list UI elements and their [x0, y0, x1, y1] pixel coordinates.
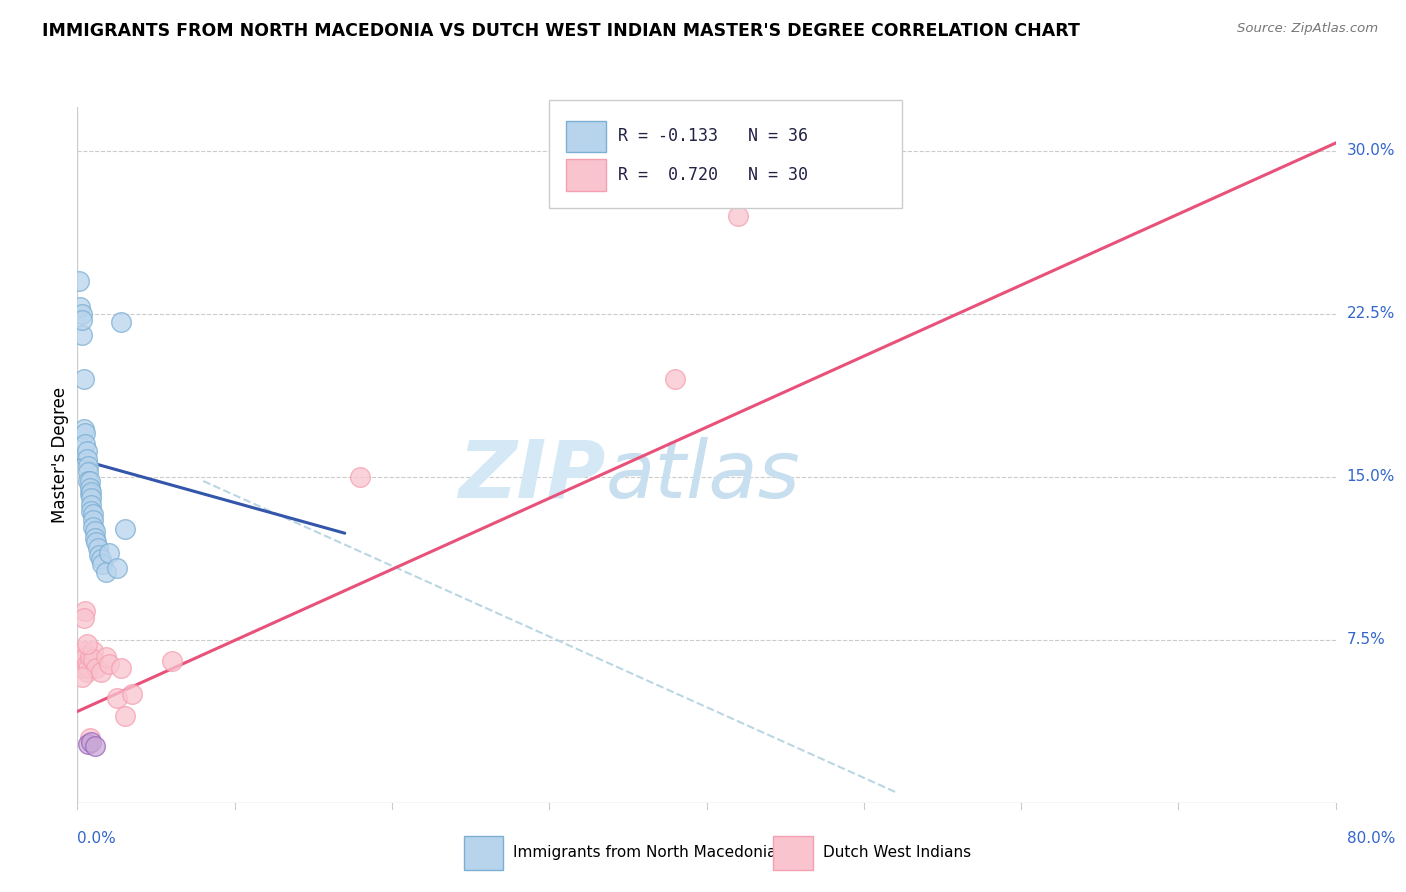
Point	[105, 561, 128, 575]
Point	[77, 737, 100, 751]
Point	[67, 274, 90, 288]
Point	[114, 708, 136, 723]
Point	[70, 670, 93, 684]
Point	[79, 481, 101, 495]
Text: Source: ZipAtlas.com: Source: ZipAtlas.com	[1237, 22, 1378, 36]
Text: Dutch West Indians: Dutch West Indians	[823, 846, 970, 860]
Point	[97, 657, 120, 671]
Text: R =  0.720   N = 30: R = 0.720 N = 30	[619, 166, 808, 184]
Point	[87, 541, 110, 556]
Text: 22.5%: 22.5%	[1347, 306, 1395, 321]
Point	[72, 652, 94, 666]
Point	[70, 328, 93, 343]
Point	[83, 739, 105, 754]
Text: 15.0%: 15.0%	[1347, 469, 1395, 484]
Point	[72, 643, 94, 657]
Text: 80.0%: 80.0%	[1347, 830, 1395, 846]
Point	[76, 443, 98, 458]
Point	[75, 426, 97, 441]
Point	[90, 665, 112, 680]
Point	[76, 657, 98, 671]
Point	[77, 661, 100, 675]
Point	[75, 437, 97, 451]
Point	[79, 731, 101, 745]
Point	[82, 519, 104, 533]
Point	[75, 661, 97, 675]
Text: atlas: atlas	[606, 437, 800, 515]
Point	[94, 566, 117, 580]
Point	[349, 469, 371, 483]
Point	[160, 655, 183, 669]
Point	[83, 524, 105, 538]
FancyBboxPatch shape	[565, 121, 606, 153]
Point	[76, 452, 98, 467]
Point	[77, 466, 100, 480]
Point	[72, 611, 94, 625]
Point	[121, 687, 143, 701]
Point	[80, 491, 103, 506]
Point	[83, 531, 105, 545]
Point	[94, 650, 117, 665]
Point	[82, 507, 104, 521]
Text: IMMIGRANTS FROM NORTH MACEDONIA VS DUTCH WEST INDIAN MASTER'S DEGREE CORRELATION: IMMIGRANTS FROM NORTH MACEDONIA VS DUTCH…	[42, 22, 1080, 40]
Point	[79, 474, 101, 488]
Text: 0.0%: 0.0%	[77, 830, 117, 846]
Point	[77, 474, 100, 488]
Text: 30.0%: 30.0%	[1347, 143, 1395, 158]
Point	[76, 665, 98, 680]
Point	[114, 522, 136, 536]
Point	[76, 637, 98, 651]
Point	[80, 484, 103, 499]
Point	[77, 458, 100, 473]
Point	[91, 557, 114, 571]
FancyBboxPatch shape	[550, 100, 901, 208]
Point	[110, 315, 132, 329]
Text: ZIP: ZIP	[458, 437, 606, 515]
Point	[70, 313, 93, 327]
Point	[72, 372, 94, 386]
Point	[727, 209, 749, 223]
Point	[70, 661, 93, 675]
Point	[82, 513, 104, 527]
Point	[89, 548, 111, 562]
Point	[105, 691, 128, 706]
Point	[80, 498, 103, 512]
Point	[80, 504, 103, 518]
Point	[90, 552, 112, 566]
Point	[80, 735, 103, 749]
Point	[82, 643, 104, 657]
Point	[664, 372, 686, 386]
Text: Immigrants from North Macedonia: Immigrants from North Macedonia	[513, 846, 776, 860]
Text: 7.5%: 7.5%	[1347, 632, 1385, 648]
Point	[70, 307, 93, 321]
FancyBboxPatch shape	[565, 159, 606, 191]
Point	[84, 535, 107, 549]
Point	[72, 422, 94, 436]
Point	[79, 650, 101, 665]
Point	[69, 300, 91, 314]
Y-axis label: Master's Degree: Master's Degree	[51, 387, 69, 523]
Point	[79, 487, 101, 501]
Point	[82, 652, 104, 666]
Point	[75, 605, 97, 619]
Text: R = -0.133   N = 36: R = -0.133 N = 36	[619, 128, 808, 145]
Point	[70, 648, 93, 662]
Point	[97, 546, 120, 560]
Point	[84, 661, 107, 675]
Point	[69, 655, 91, 669]
Point	[75, 650, 97, 665]
Point	[110, 661, 132, 675]
